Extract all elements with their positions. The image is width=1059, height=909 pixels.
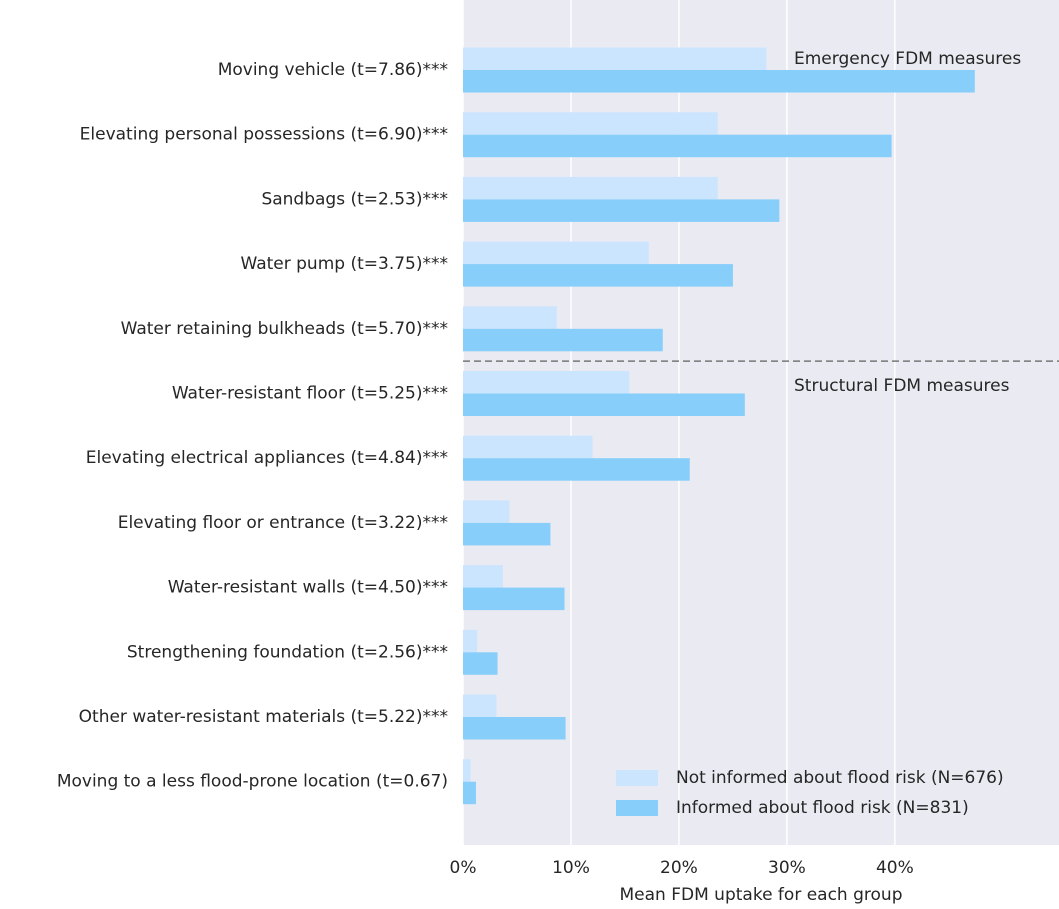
bar xyxy=(463,759,471,782)
bar xyxy=(463,393,745,416)
x-tick-label: 20% xyxy=(660,858,698,878)
y-tick-label: Moving vehicle (t=7.86)*** xyxy=(218,60,448,80)
y-tick-label: Other water-resistant materials (t=5.22)… xyxy=(79,707,448,727)
legend-swatch xyxy=(616,800,658,816)
x-axis-label: Mean FDM uptake for each group xyxy=(620,885,903,905)
bar xyxy=(463,781,476,805)
bar xyxy=(463,458,690,481)
y-tick-label: Sandbags (t=2.53)*** xyxy=(261,189,448,209)
y-tick-label: Elevating electrical appliances (t=4.84)… xyxy=(86,448,448,468)
bar xyxy=(463,328,663,352)
annotation: Emergency FDM measures xyxy=(794,49,1021,69)
y-tick-label: Water-resistant floor (t=5.25)*** xyxy=(172,384,448,404)
x-tick-label: 40% xyxy=(876,858,914,878)
bar xyxy=(463,241,649,265)
bar xyxy=(463,306,557,329)
legend-swatch xyxy=(616,770,658,786)
bar xyxy=(463,522,551,546)
x-tick-label: 0% xyxy=(450,858,477,878)
y-tick-label: Strengthening foundation (t=2.56)*** xyxy=(127,642,448,662)
legend-label: Not informed about flood risk (N=676) xyxy=(676,768,1004,788)
bar xyxy=(463,435,593,459)
bar xyxy=(463,694,497,717)
bar xyxy=(463,112,718,135)
y-tick-label: Water pump (t=3.75)*** xyxy=(240,254,448,274)
y-tick-label: Elevating personal possessions (t=6.90)*… xyxy=(80,125,448,145)
y-tick-label: Moving to a less flood-prone location (t… xyxy=(57,772,448,792)
bar xyxy=(463,134,892,158)
bar xyxy=(463,652,498,675)
bar xyxy=(463,47,767,70)
x-tick-label: 30% xyxy=(768,858,806,878)
bar xyxy=(463,70,975,93)
legend-label: Informed about flood risk (N=831) xyxy=(676,798,969,818)
annotation: Structural FDM measures xyxy=(794,376,1010,396)
bar xyxy=(463,264,733,287)
bar xyxy=(463,500,510,523)
bar xyxy=(463,587,565,611)
bar xyxy=(463,371,630,394)
bar xyxy=(463,199,780,222)
y-tick-label: Water-resistant walls (t=4.50)*** xyxy=(168,578,448,598)
bar xyxy=(463,176,718,200)
bar xyxy=(463,565,503,588)
y-tick-label: Water retaining bulkheads (t=5.70)*** xyxy=(121,319,448,339)
y-tick-label: Elevating floor or entrance (t=3.22)*** xyxy=(118,513,448,533)
x-tick-label: 10% xyxy=(552,858,590,878)
bar xyxy=(463,717,566,740)
bar xyxy=(463,629,478,653)
